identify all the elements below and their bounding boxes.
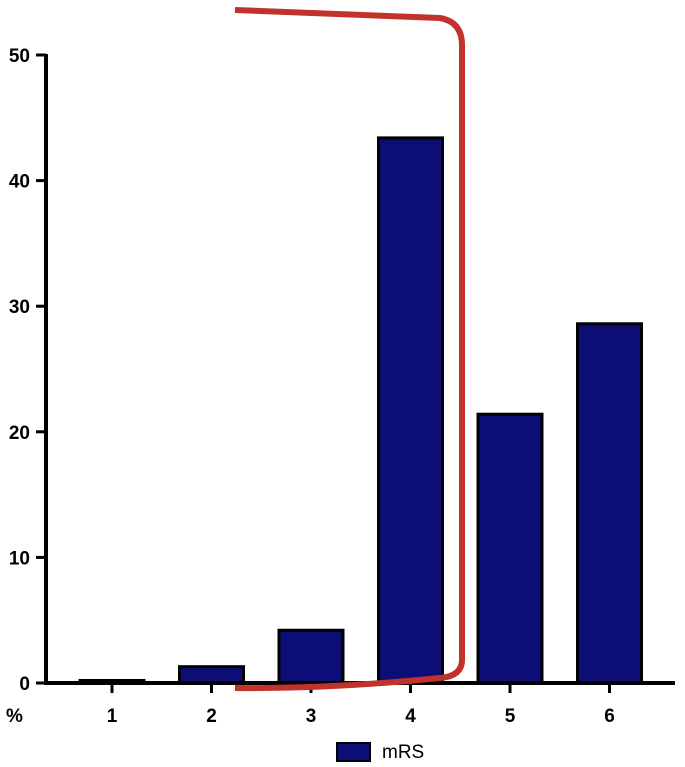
y-ticks-group: 0 10 20 30 40 50 [9, 46, 46, 695]
x-tick-label: 3 [306, 706, 317, 727]
bar-2 [178, 665, 245, 685]
x-ticks-group: 1 2 3 4 5 6 [107, 683, 615, 727]
bar-3 [277, 628, 345, 685]
x-tick-label: 6 [604, 706, 615, 727]
bar-6 [576, 322, 643, 685]
y-tick-label: 0 [19, 674, 30, 695]
y-axis-label: % [6, 706, 23, 727]
y-tick-label: 30 [9, 297, 30, 318]
y-tick-label: 10 [9, 548, 30, 569]
legend-label: mRS [382, 742, 424, 763]
bars-group [78, 136, 643, 685]
annotation-bracket [234, 7, 465, 692]
x-tick-label: 1 [107, 706, 118, 727]
x-tick-label: 4 [405, 706, 416, 727]
bar-4 [377, 136, 444, 685]
x-tick-label: 2 [206, 706, 217, 727]
legend-swatch [336, 742, 371, 762]
legend: mRS [336, 742, 424, 763]
y-tick-label: 40 [9, 172, 30, 193]
bar-5 [476, 412, 544, 685]
y-tick-label: 20 [9, 423, 30, 444]
y-tick-label: 50 [9, 46, 30, 67]
x-tick-label: 5 [505, 706, 516, 727]
